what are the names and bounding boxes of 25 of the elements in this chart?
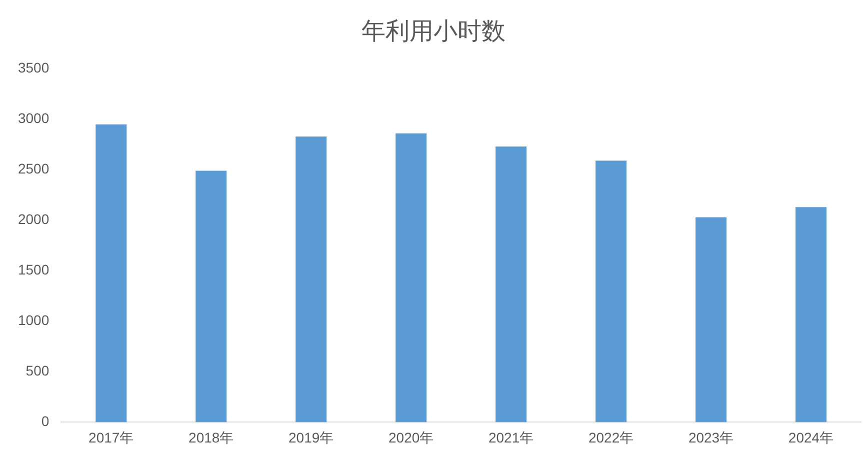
chart-title: 年利用小时数 bbox=[362, 18, 506, 46]
bar bbox=[396, 133, 427, 422]
bar bbox=[496, 146, 527, 422]
bar bbox=[596, 160, 627, 422]
y-tick-label: 2500 bbox=[18, 160, 50, 177]
x-tick-label: 2024年 bbox=[788, 429, 834, 446]
x-tick-label: 2018年 bbox=[188, 429, 234, 446]
y-tick-label: 3500 bbox=[18, 60, 50, 76]
y-tick-label: 1000 bbox=[18, 312, 50, 328]
y-tick-label: 0 bbox=[41, 413, 50, 430]
bar bbox=[196, 170, 227, 422]
y-tick-label: 500 bbox=[26, 362, 50, 379]
x-tick-label: 2021年 bbox=[488, 429, 534, 446]
bar bbox=[696, 217, 727, 422]
x-tick-label: 2020年 bbox=[388, 429, 434, 446]
bar bbox=[96, 124, 127, 422]
y-tick-label: 1500 bbox=[18, 262, 50, 278]
x-tick-label: 2017年 bbox=[88, 429, 134, 446]
x-tick-label: 2023年 bbox=[688, 429, 734, 446]
y-tick-label: 2000 bbox=[18, 211, 50, 228]
bar bbox=[296, 136, 327, 422]
bar bbox=[796, 207, 827, 422]
x-tick-label: 2022年 bbox=[588, 429, 634, 446]
x-tick-label: 2019年 bbox=[288, 429, 334, 446]
y-tick-label: 3000 bbox=[18, 110, 50, 126]
